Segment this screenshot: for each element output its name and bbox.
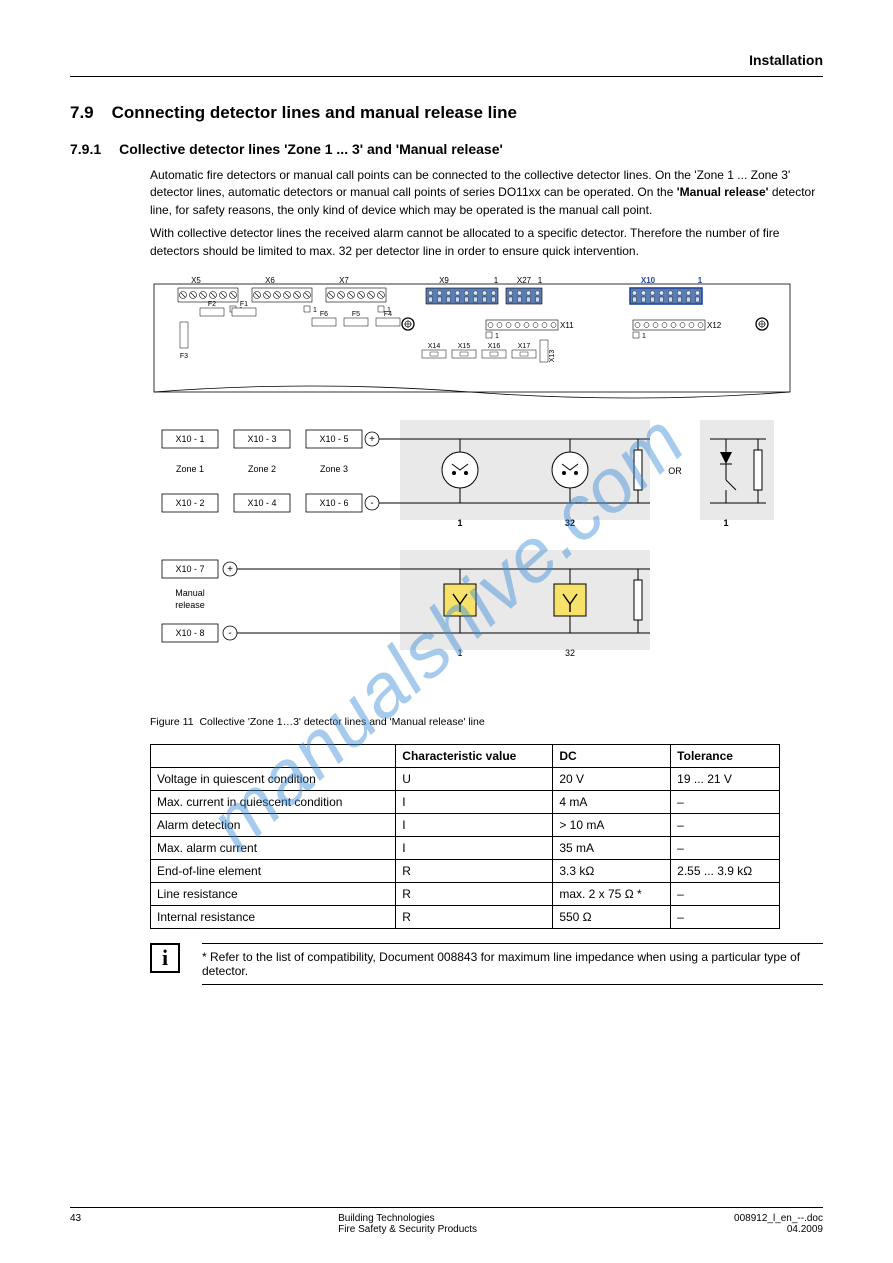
svg-text:+: + <box>227 564 233 575</box>
table-head: Tolerance <box>671 744 780 767</box>
svg-text:Manual: Manual <box>175 588 205 598</box>
footer-division: Fire Safety & Security Products <box>338 1224 477 1235</box>
figure-caption: Figure 11 Collective 'Zone 1…3' detector… <box>150 716 823 728</box>
para-2: With collective detector lines the recei… <box>150 225 823 260</box>
svg-text:F3: F3 <box>180 353 188 360</box>
svg-text:-: - <box>228 628 231 639</box>
svg-text:F6: F6 <box>320 311 328 318</box>
svg-text:1: 1 <box>698 276 703 285</box>
svg-text:X10 - 5: X10 - 5 <box>319 434 348 444</box>
svg-text:1: 1 <box>457 648 462 658</box>
figure-diagram: X5 X6 X7 X9 1 X27 1 X10 1 1 1 1 X11 1 X12 1 F2 F1 F6 F5 F4 F3… <box>150 270 795 710</box>
svg-text:X27: X27 <box>517 276 532 285</box>
svg-text:X12: X12 <box>707 321 722 330</box>
table-head: DC <box>553 744 671 767</box>
page-footer: 43 Building Technologies Fire Safety & S… <box>70 1213 823 1235</box>
table-row: Internal resistanceR550 Ω– <box>151 905 780 928</box>
svg-text:X16: X16 <box>488 343 501 350</box>
svg-text:X17: X17 <box>518 343 531 350</box>
svg-text:1: 1 <box>313 307 317 314</box>
svg-text:F5: F5 <box>352 311 360 318</box>
table-row: Line resistanceRmax. 2 x 75 Ω *– <box>151 882 780 905</box>
para-1: Automatic fire detectors or manual call … <box>150 167 823 219</box>
svg-text:X10 - 2: X10 - 2 <box>175 498 204 508</box>
subsection-heading: 7.9.1 Collective detector lines 'Zone 1 … <box>70 141 823 157</box>
svg-text:X10: X10 <box>641 276 656 285</box>
svg-text:+: + <box>369 434 375 445</box>
svg-text:F4: F4 <box>384 311 392 318</box>
section-number: 7.9 <box>70 103 94 123</box>
table-head: Characteristic value <box>396 744 553 767</box>
svg-text:X15: X15 <box>458 343 471 350</box>
page-header: Installation <box>70 52 823 68</box>
svg-text:1: 1 <box>723 518 728 528</box>
svg-text:OR: OR <box>668 466 682 476</box>
svg-text:Zone 2: Zone 2 <box>248 464 276 474</box>
section-title: Connecting detector lines and manual rel… <box>112 103 517 123</box>
footer-docref: 008912_l_en_--.doc <box>734 1213 823 1224</box>
svg-text:1: 1 <box>457 518 462 528</box>
table-head <box>151 744 396 767</box>
header-rule <box>70 76 823 77</box>
footer-date: 04.2009 <box>734 1224 823 1235</box>
subsection-title: Collective detector lines 'Zone 1 ... 3'… <box>119 141 503 157</box>
section-heading: 7.9 Connecting detector lines and manual… <box>70 103 823 123</box>
table-row: Max. current in quiescent conditionI4 mA… <box>151 790 780 813</box>
svg-text:32: 32 <box>565 648 575 658</box>
table-row: Alarm detectionI> 10 mA– <box>151 813 780 836</box>
values-table: Characteristic valueDCTolerance Voltage … <box>150 744 780 929</box>
info-icon: i <box>150 943 180 973</box>
svg-text:X7: X7 <box>339 276 349 285</box>
svg-text:1: 1 <box>495 333 499 340</box>
svg-text:X5: X5 <box>191 276 201 285</box>
svg-text:32: 32 <box>565 518 575 528</box>
note-text: * Refer to the list of compatibility, Do… <box>202 950 823 978</box>
subsection-number: 7.9.1 <box>70 141 101 157</box>
diagram-svg: X5 X6 X7 X9 1 X27 1 X10 1 1 1 1 X11 1 X12 1 F2 F1 F6 F5 F4 F3… <box>150 270 795 710</box>
note-block: i * Refer to the list of compatibility, … <box>150 943 823 991</box>
svg-text:X9: X9 <box>439 276 449 285</box>
svg-text:Zone 3: Zone 3 <box>320 464 348 474</box>
svg-text:X10 - 7: X10 - 7 <box>175 564 204 574</box>
svg-text:release: release <box>175 600 205 610</box>
footer-company: Building Technologies <box>338 1213 477 1224</box>
svg-text:F2: F2 <box>208 301 216 308</box>
svg-text:1: 1 <box>642 333 646 340</box>
footer-pagenum: 43 <box>70 1213 81 1235</box>
svg-text:1: 1 <box>538 276 543 285</box>
table-row: Voltage in quiescent conditionU20 V19 ..… <box>151 767 780 790</box>
svg-text:X10 - 3: X10 - 3 <box>247 434 276 444</box>
svg-text:X14: X14 <box>428 343 441 350</box>
svg-text:X10 - 4: X10 - 4 <box>247 498 276 508</box>
svg-text:X6: X6 <box>265 276 275 285</box>
svg-text:X13: X13 <box>549 350 556 363</box>
table-row: End-of-line elementR3.3 kΩ2.55 ... 3.9 k… <box>151 859 780 882</box>
svg-text:F1: F1 <box>240 301 248 308</box>
svg-text:X11: X11 <box>560 321 574 330</box>
svg-text:Zone 1: Zone 1 <box>176 464 204 474</box>
svg-text:1: 1 <box>494 276 499 285</box>
table-row: Max. alarm currentI35 mA– <box>151 836 780 859</box>
svg-text:X10 - 8: X10 - 8 <box>175 628 204 638</box>
svg-text:X10 - 6: X10 - 6 <box>319 498 348 508</box>
svg-text:X10 - 1: X10 - 1 <box>175 434 204 444</box>
svg-text:-: - <box>370 498 373 509</box>
